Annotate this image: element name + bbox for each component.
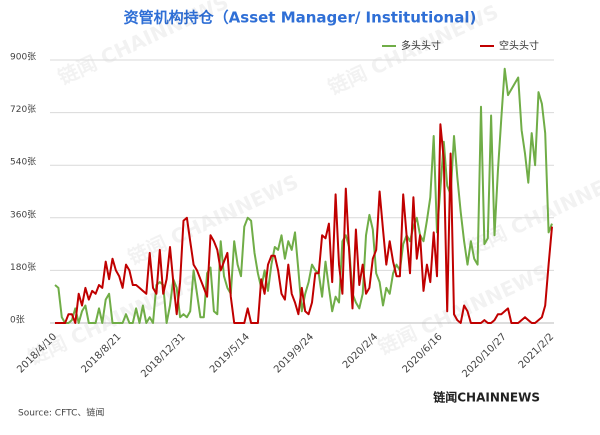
y-tick-label: 540张 bbox=[10, 157, 36, 168]
x-tick-label: 2020/2/4 bbox=[341, 331, 381, 371]
x-tick-label: 2019/9/24 bbox=[272, 331, 316, 375]
legend-label: 多头头寸 bbox=[401, 39, 441, 52]
legend-label: 空头头寸 bbox=[499, 39, 539, 52]
logo: 链闻CHAINNEWS bbox=[433, 390, 540, 405]
chart-title: 资管机构持仓（Asset Manager/ Institutional) bbox=[124, 9, 477, 27]
y-tick-label: 900张 bbox=[10, 52, 36, 63]
y-tick-label: 180张 bbox=[10, 262, 36, 273]
x-tick-label: 2021/2/2 bbox=[517, 331, 557, 371]
x-tick-label: 2018/12/31 bbox=[139, 331, 188, 380]
y-tick-label: 720张 bbox=[10, 104, 36, 115]
x-tick-label: 2019/5/14 bbox=[208, 331, 252, 375]
x-tick-label: 2020/10/27 bbox=[460, 331, 509, 380]
y-tick-label: 360张 bbox=[10, 209, 36, 220]
source-note: Source: CFTC、链闻 bbox=[18, 407, 104, 419]
series-line bbox=[55, 123, 553, 324]
series-line bbox=[54, 67, 553, 324]
watermark: 链闻 CHAINNEWS bbox=[124, 170, 302, 270]
y-tick-label: 0张 bbox=[10, 315, 25, 326]
